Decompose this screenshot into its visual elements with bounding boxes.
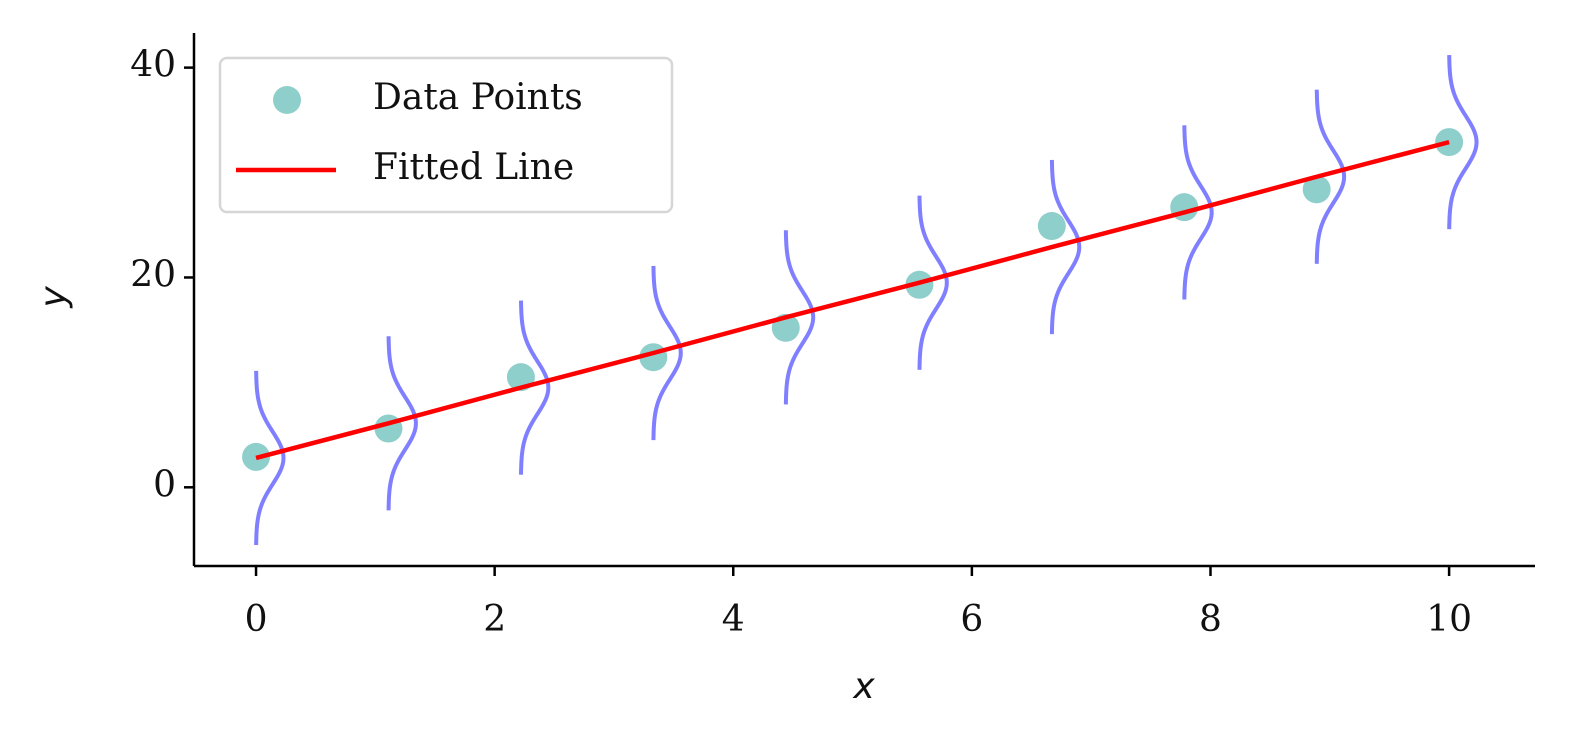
legend-marker (273, 86, 301, 114)
y-tick-label: 40 (130, 45, 176, 86)
x-tick-label: 10 (1426, 599, 1472, 640)
x-axis-label: x (852, 666, 875, 707)
legend-box (218, 56, 674, 214)
data-point (1302, 175, 1331, 204)
noise-curve (783, 230, 816, 405)
x-tick-label: 8 (1199, 599, 1222, 640)
x-tick-label: 6 (960, 599, 983, 640)
noise-curve (1314, 89, 1347, 264)
noise-curve (1049, 159, 1082, 335)
data-point (1037, 212, 1066, 241)
y-tick-label: 20 (130, 254, 176, 295)
noise-curve (1447, 55, 1479, 230)
y-axis-label: y (33, 286, 74, 309)
noise-curve (1182, 125, 1214, 300)
x-tick-label: 2 (483, 599, 506, 640)
noise-curve (917, 195, 949, 370)
noise-curve (254, 370, 286, 546)
legend-label: Fitted Line (373, 147, 574, 188)
noise-curve (651, 265, 683, 441)
fitted-line (255, 139, 1450, 461)
y-tick-label: 0 (153, 464, 176, 505)
noise-curve (386, 336, 418, 511)
legend-label: Data Points (373, 77, 583, 118)
x-tick-label: 0 (245, 599, 268, 640)
noise-curve (519, 300, 551, 475)
x-tick-label: 4 (722, 599, 745, 640)
